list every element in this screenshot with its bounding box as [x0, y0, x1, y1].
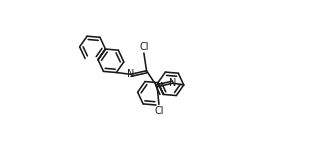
Text: N: N — [127, 69, 134, 79]
Text: Cl: Cl — [139, 42, 149, 52]
Text: Cl: Cl — [154, 106, 164, 116]
Text: N: N — [169, 78, 177, 88]
